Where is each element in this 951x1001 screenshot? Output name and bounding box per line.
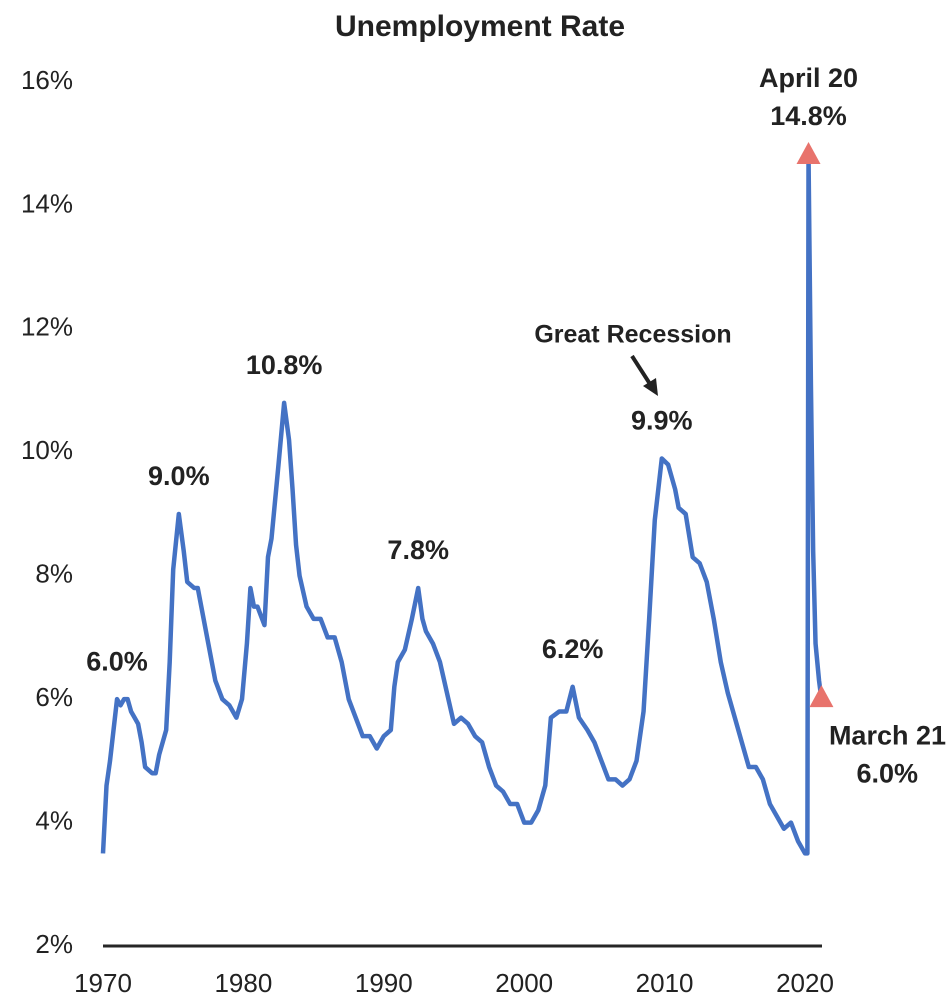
- marker-label: March 21: [829, 720, 946, 750]
- annotation: 7.8%: [387, 535, 449, 565]
- y-tick-label: 16%: [21, 65, 73, 95]
- y-tick-label: 8%: [35, 559, 73, 589]
- annotation: 6.0%: [86, 646, 148, 676]
- marker: [809, 685, 834, 708]
- marker: [796, 142, 821, 165]
- x-tick-label: 2020: [776, 968, 834, 998]
- callout: Great Recession: [534, 321, 731, 349]
- y-tick-label: 4%: [35, 805, 73, 835]
- annotation: 10.8%: [246, 350, 323, 380]
- x-tick-label: 1990: [355, 968, 413, 998]
- x-tick-label: 2010: [636, 968, 694, 998]
- y-tick-label: 2%: [35, 929, 73, 959]
- marker-value: 6.0%: [856, 758, 918, 788]
- annotation: 6.2%: [542, 634, 604, 664]
- callout-arrow: [630, 354, 652, 386]
- x-tick-label: 1970: [74, 968, 132, 998]
- y-tick-label: 6%: [35, 682, 73, 712]
- x-tick-label: 1980: [214, 968, 272, 998]
- chart-title: Unemployment Rate: [335, 10, 625, 43]
- line-series: [100, 153, 824, 856]
- annotation: 9.9%: [631, 406, 693, 436]
- callout-arrowhead: [643, 378, 658, 396]
- x-tick-label: 2000: [495, 968, 553, 998]
- marker-value: 14.8%: [770, 101, 847, 131]
- annotation: 9.0%: [148, 461, 210, 491]
- y-tick-label: 14%: [21, 188, 73, 218]
- y-tick-label: 10%: [21, 435, 73, 465]
- marker-label: April 20: [759, 63, 858, 93]
- y-tick-label: 12%: [21, 312, 73, 342]
